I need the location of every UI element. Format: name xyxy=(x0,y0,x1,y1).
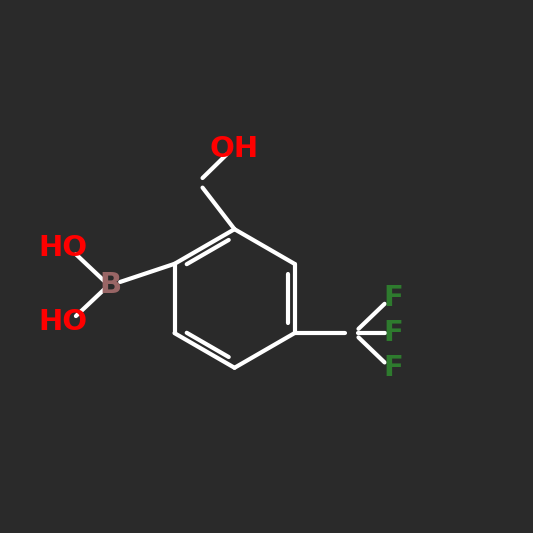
Text: B: B xyxy=(100,271,122,299)
Text: HO: HO xyxy=(38,309,87,336)
Text: HO: HO xyxy=(38,234,87,262)
Text: F: F xyxy=(383,285,403,312)
Text: F: F xyxy=(383,354,403,382)
Text: OH: OH xyxy=(210,135,259,163)
Text: F: F xyxy=(383,319,403,347)
